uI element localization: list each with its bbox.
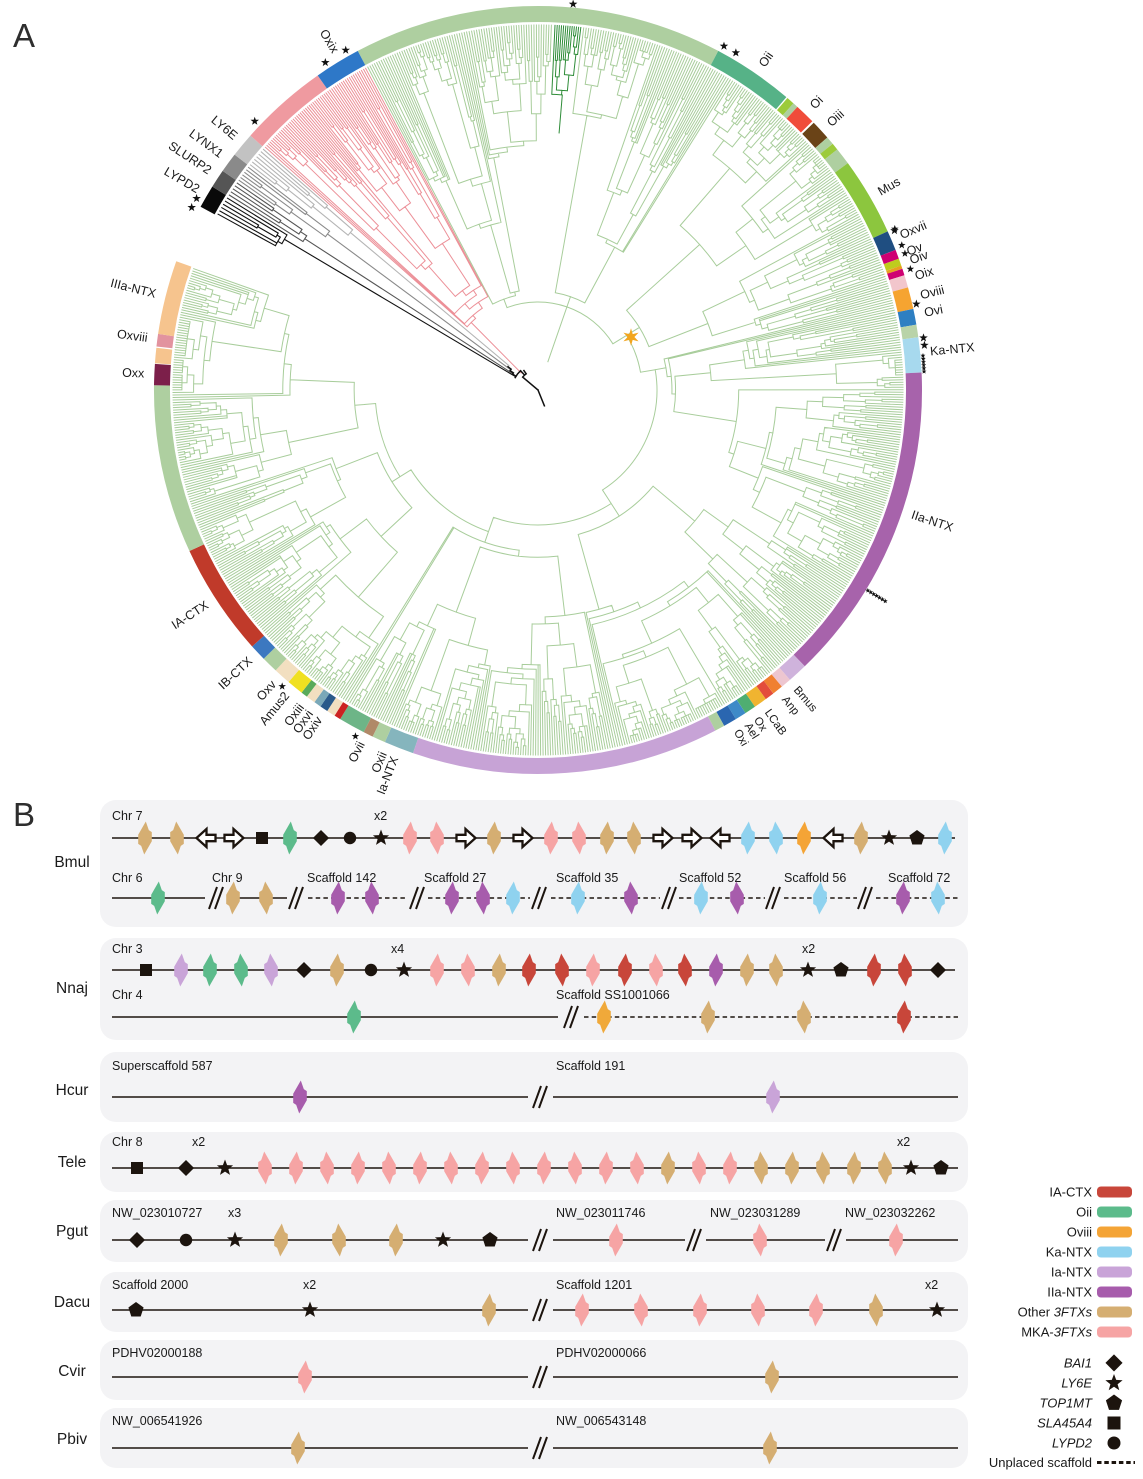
svg-text:Scaffold SS1001066: Scaffold SS1001066 [556,988,670,1002]
svg-text:x2: x2 [897,1135,910,1149]
svg-text:SLA45A4: SLA45A4 [1037,1416,1092,1431]
svg-text:Cvir: Cvir [58,1363,86,1380]
svg-text:Oxx: Oxx [122,366,146,381]
svg-text:x2: x2 [303,1278,316,1292]
svg-text:Ov: Ov [905,240,926,259]
svg-text:Chr 3: Chr 3 [112,942,143,956]
svg-text:LY6E: LY6E [1061,1376,1092,1391]
svg-text:x2: x2 [374,809,387,823]
svg-text:NW_023032262: NW_023032262 [845,1206,935,1220]
svg-text:Oix: Oix [913,264,936,283]
svg-text:IA-CTX: IA-CTX [1049,1185,1092,1200]
svg-text:TOP1MT: TOP1MT [1040,1396,1094,1411]
svg-text:Ka-NTX: Ka-NTX [929,340,975,358]
svg-text:x3: x3 [228,1206,241,1220]
svg-text:Nnaj: Nnaj [56,980,88,997]
svg-text:A: A [13,17,35,54]
svg-text:NW_023011746: NW_023011746 [556,1206,645,1220]
svg-text:Oii: Oii [1076,1205,1092,1220]
svg-text:Chr 7: Chr 7 [112,809,143,823]
svg-text:Scaffold 56: Scaffold 56 [784,871,846,885]
svg-text:NW_006543148: NW_006543148 [556,1414,646,1428]
svg-text:Bmul: Bmul [54,854,89,871]
svg-text:Oviii: Oviii [1067,1225,1092,1240]
svg-text:Superscaffold 587: Superscaffold 587 [112,1059,213,1073]
svg-text:IIa-NTX: IIa-NTX [1047,1285,1092,1300]
svg-text:x2: x2 [802,942,815,956]
svg-text:Chr 9: Chr 9 [212,871,243,885]
svg-text:Hcur: Hcur [56,1082,89,1099]
svg-text:Oxviii: Oxviii [116,327,148,345]
svg-text:MKA-3FTXs: MKA-3FTXs [1021,1325,1092,1340]
svg-text:Ia-NTX: Ia-NTX [1051,1265,1093,1280]
svg-text:Oiv: Oiv [908,247,931,267]
svg-text:B: B [13,796,35,833]
svg-text:Unplaced scaffold: Unplaced scaffold [989,1455,1092,1470]
svg-text:NW_023031289: NW_023031289 [710,1206,800,1220]
svg-text:LYPD2: LYPD2 [1052,1436,1093,1451]
svg-text:Oviii: Oviii [919,283,946,302]
svg-text:Chr 8: Chr 8 [112,1135,143,1149]
svg-text:Chr 6: Chr 6 [112,871,143,885]
svg-text:Scaffold 35: Scaffold 35 [556,871,618,885]
svg-text:PDHV02000066: PDHV02000066 [556,1346,646,1360]
svg-text:Scaffold 27: Scaffold 27 [424,871,486,885]
svg-text:Scaffold 191: Scaffold 191 [556,1059,625,1073]
svg-text:Chr 4: Chr 4 [112,988,143,1002]
svg-text:NW_023010727: NW_023010727 [112,1206,202,1220]
svg-text:BAI1: BAI1 [1064,1356,1092,1371]
svg-text:Scaffold 72: Scaffold 72 [888,871,950,885]
svg-text:x2: x2 [925,1278,938,1292]
svg-text:Scaffold 1201: Scaffold 1201 [556,1278,632,1292]
svg-text:Dacu: Dacu [54,1294,90,1311]
svg-text:Pgut: Pgut [56,1223,89,1240]
svg-text:Ovi: Ovi [923,302,944,319]
svg-text:Scaffold 142: Scaffold 142 [307,871,376,885]
svg-text:x4: x4 [391,942,404,956]
svg-text:Scaffold 52: Scaffold 52 [679,871,741,885]
svg-text:x2: x2 [192,1135,205,1149]
svg-text:PDHV02000188: PDHV02000188 [112,1346,202,1360]
svg-text:Tele: Tele [58,1154,86,1171]
svg-text:Other 3FTXs: Other 3FTXs [1018,1305,1093,1320]
svg-text:Ka-NTX: Ka-NTX [1046,1245,1093,1260]
svg-text:Scaffold 2000: Scaffold 2000 [112,1278,188,1292]
svg-text:Pbiv: Pbiv [57,1431,87,1448]
svg-text:NW_006541926: NW_006541926 [112,1414,202,1428]
